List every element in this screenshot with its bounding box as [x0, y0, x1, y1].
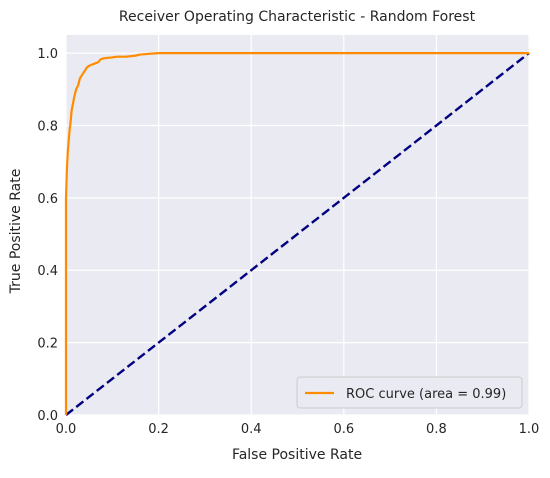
legend-box [296, 376, 523, 409]
legend-label: ROC curve (area = 0.99) [346, 387, 506, 402]
legend: ROC curve (area = 0.99) [296, 376, 523, 409]
x-tick-label: 0.4 [241, 422, 262, 437]
series-layer [64, 52, 530, 416]
x-axis-label: False Positive Rate [232, 447, 362, 463]
x-tick-label: 1.0 [519, 422, 540, 437]
x-tick-label: 0.2 [148, 422, 169, 437]
roc-curve-line [64, 52, 529, 415]
y-tick-label: 0.4 [37, 264, 58, 279]
x-tick-label: 0.8 [426, 422, 447, 437]
chart-title: Receiver Operating Characteristic - Rand… [119, 9, 476, 25]
diagonal-reference-line [65, 52, 530, 416]
x-tick-label: 0.0 [56, 422, 77, 437]
y-tick-label: 0.6 [37, 192, 58, 207]
plot-area [66, 35, 529, 415]
y-tick-label: 0.2 [37, 337, 58, 352]
tick-labels: 0.0 0.2 0.4 0.6 0.8 1.0 0.0 0.2 0.4 0.6 0.8 1.0 [37, 47, 539, 437]
y-tick-label: 1.0 [37, 47, 58, 62]
x-tick-label: 0.6 [333, 422, 354, 437]
y-tick-label: 0.0 [37, 409, 58, 424]
y-axis-label: True Positive Rate [8, 169, 24, 295]
y-tick-label: 0.8 [37, 119, 58, 134]
grid-lines [65, 35, 530, 416]
